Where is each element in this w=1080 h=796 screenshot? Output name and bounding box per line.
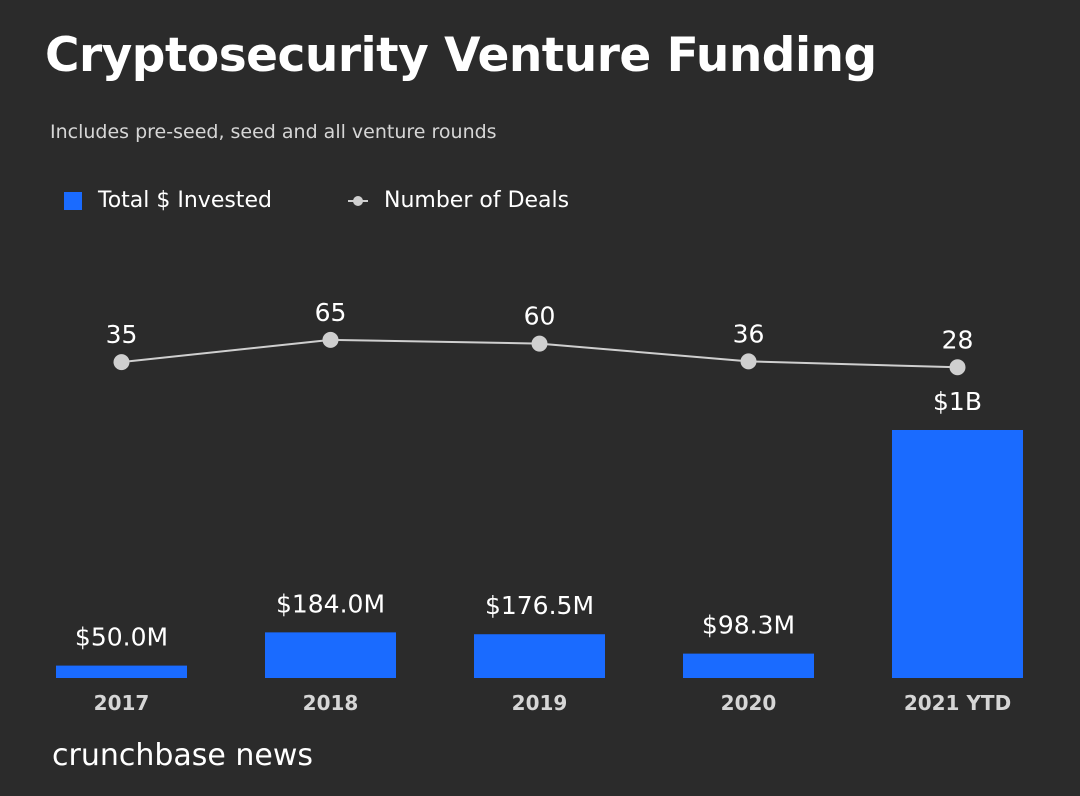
legend-item-total-invested: Total $ Invested xyxy=(64,188,272,213)
bar-value-label: $50.0M xyxy=(75,623,168,652)
deals-value-label: 65 xyxy=(315,298,347,327)
deals-point xyxy=(949,359,966,376)
bar-value-label: $184.0M xyxy=(276,589,385,618)
legend-label-number-of-deals: Number of Deals xyxy=(384,188,570,213)
deals-point xyxy=(113,354,130,371)
legend-item-number-of-deals: Number of Deals xyxy=(348,188,569,213)
deals-point xyxy=(322,331,339,348)
deals-value-label: 60 xyxy=(524,302,556,331)
legend: Total $ Invested Number of Deals xyxy=(64,188,624,218)
deals-value-label: 35 xyxy=(106,320,138,349)
x-tick-label: 2019 xyxy=(512,691,568,715)
deals-value-label: 36 xyxy=(733,319,765,348)
bar-2019 xyxy=(474,634,605,678)
legend-label-total-invested: Total $ Invested xyxy=(98,188,272,213)
bar-2018 xyxy=(265,632,396,678)
x-tick-label: 2020 xyxy=(721,691,777,715)
legend-bar-swatch xyxy=(64,191,82,210)
chart-title: Cryptosecurity Venture Funding xyxy=(45,28,877,83)
crunchbase-news-logo: crunchbase news xyxy=(52,738,314,773)
bar-2017 xyxy=(56,665,187,678)
deals-point xyxy=(740,353,757,370)
x-tick-label: 2018 xyxy=(303,691,359,715)
bar-2020 xyxy=(683,653,814,678)
bar-value-label: $176.5M xyxy=(485,591,594,620)
bar-value-label: $98.3M xyxy=(702,611,795,640)
legend-line-swatch xyxy=(348,192,368,210)
deals-point xyxy=(531,335,548,352)
chart-subtitle: Includes pre-seed, seed and all venture … xyxy=(50,121,497,143)
x-tick-label: 2021 YTD xyxy=(904,691,1011,715)
bar-value-label: $1B xyxy=(933,387,982,416)
deals-value-label: 28 xyxy=(942,325,974,354)
bar-2021-ytd xyxy=(892,430,1023,678)
x-tick-label: 2017 xyxy=(94,691,150,715)
